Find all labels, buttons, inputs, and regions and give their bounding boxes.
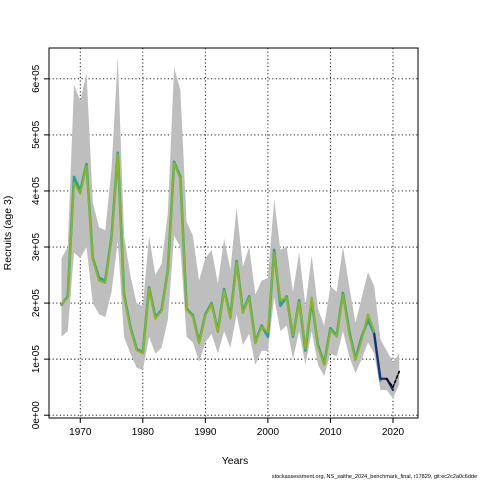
x-axis-title: Years bbox=[222, 455, 248, 467]
x-tick-label: 1980 bbox=[132, 427, 155, 438]
series-layer bbox=[60, 151, 401, 392]
x-tick-label: 1970 bbox=[69, 427, 92, 438]
y-tick-label: 5e+05 bbox=[31, 120, 42, 149]
series-line-4 bbox=[385, 370, 401, 388]
axes: 1970 1980 1990 2000 2010 2020 0e+00 1e+05 2e+05 3… bbox=[31, 47, 419, 438]
series-line-2 bbox=[60, 153, 376, 366]
x-tick-label: 2020 bbox=[382, 427, 405, 438]
y-tick-label: 6e+05 bbox=[31, 64, 42, 93]
credit-line: stockassessment.org, NS_saithe_2024_benc… bbox=[272, 474, 477, 480]
y-tick-label: 3e+05 bbox=[31, 233, 42, 262]
x-tick-label: 1990 bbox=[194, 427, 217, 438]
y-tick-label: 1e+05 bbox=[31, 345, 42, 374]
y-tick-label: 0e+00 bbox=[31, 401, 42, 430]
y-axis-title: Recruits (age 3) bbox=[2, 196, 14, 271]
y-tick-label: 4e+05 bbox=[31, 176, 42, 205]
x-tick-label: 2000 bbox=[257, 427, 280, 438]
x-tick-label: 2010 bbox=[319, 427, 342, 438]
y-tick-label: 2e+05 bbox=[31, 289, 42, 318]
plot-frame bbox=[48, 47, 419, 419]
series-line-3 bbox=[373, 332, 395, 392]
